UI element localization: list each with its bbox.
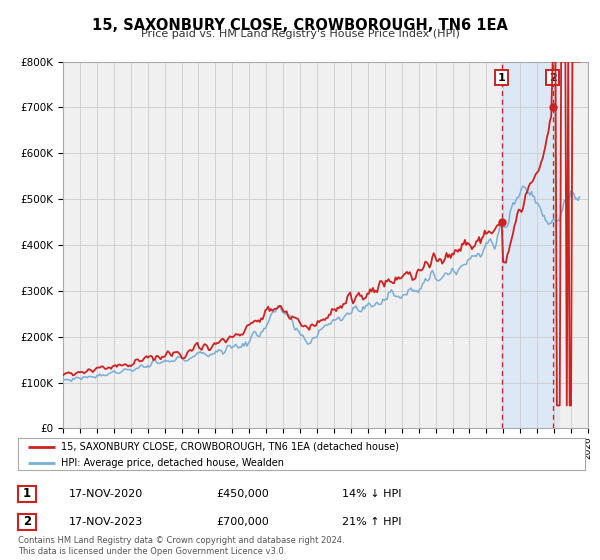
Text: £700,000: £700,000 [216, 517, 269, 527]
Text: £450,000: £450,000 [216, 489, 269, 499]
Text: This data is licensed under the Open Government Licence v3.0.: This data is licensed under the Open Gov… [18, 547, 286, 556]
Text: 17-NOV-2023: 17-NOV-2023 [69, 517, 143, 527]
Text: 15, SAXONBURY CLOSE, CROWBOROUGH, TN6 1EA: 15, SAXONBURY CLOSE, CROWBOROUGH, TN6 1E… [92, 18, 508, 33]
Text: 1: 1 [23, 487, 31, 501]
Text: 21% ↑ HPI: 21% ↑ HPI [342, 517, 401, 527]
Text: 2: 2 [23, 515, 31, 529]
Text: Price paid vs. HM Land Registry's House Price Index (HPI): Price paid vs. HM Land Registry's House … [140, 29, 460, 39]
Text: 17-NOV-2020: 17-NOV-2020 [69, 489, 143, 499]
Text: 15, SAXONBURY CLOSE, CROWBOROUGH, TN6 1EA (detached house): 15, SAXONBURY CLOSE, CROWBOROUGH, TN6 1E… [61, 442, 398, 452]
Text: 1: 1 [498, 73, 506, 83]
Bar [501, 62, 559, 428]
Text: Contains HM Land Registry data © Crown copyright and database right 2024.: Contains HM Land Registry data © Crown c… [18, 536, 344, 545]
Text: 2: 2 [549, 73, 557, 83]
Text: HPI: Average price, detached house, Wealden: HPI: Average price, detached house, Weal… [61, 458, 284, 468]
Text: 14% ↓ HPI: 14% ↓ HPI [342, 489, 401, 499]
